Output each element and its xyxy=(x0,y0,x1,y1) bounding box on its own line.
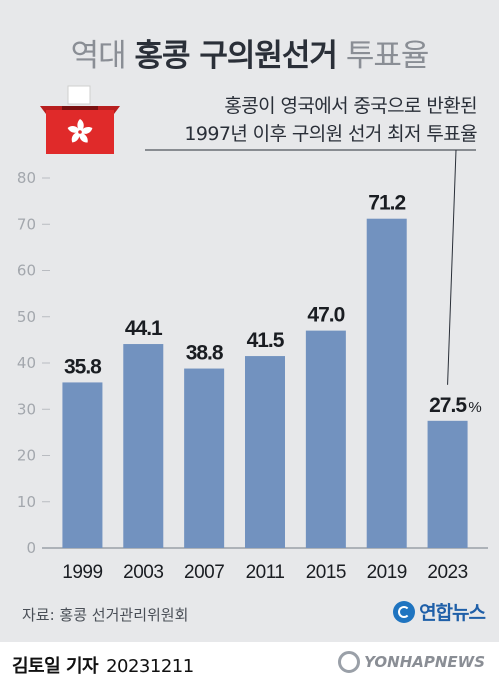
y-tick-label: 0 xyxy=(26,539,36,557)
category-label-2019: 2019 xyxy=(367,562,407,583)
value-label-2023: 27.5 xyxy=(429,394,467,417)
value-label-2007: 38.8 xyxy=(186,342,224,365)
bar-1999 xyxy=(62,382,103,548)
chart-card: 역대 홍콩 구의원선거 투표율 홍콩이 영국에서 중국으로 반환된 xyxy=(0,0,499,642)
chart-title: 역대 홍콩 구의원선거 투표율 xyxy=(0,30,499,75)
bar-2023 xyxy=(427,420,468,548)
y-tick-label: 50 xyxy=(17,308,36,326)
bar-chart: 0 10 20 30 40 50 60 70 80 35.8 1999 44.1 2003 38.8 200… xyxy=(17,149,488,583)
watermark-icon xyxy=(338,651,361,673)
byline: 김토일 기자 20231211 xyxy=(12,652,194,678)
value-label-1999: 35.8 xyxy=(64,355,102,378)
bar-2003 xyxy=(123,344,164,548)
source-note: 자료: 홍콩 선거관리위원회 xyxy=(22,606,189,624)
bar-2007 xyxy=(184,368,225,548)
unit-label: % xyxy=(468,399,481,416)
y-tick-label: 20 xyxy=(17,447,36,465)
bar-2011 xyxy=(245,356,285,548)
y-tick-label: 30 xyxy=(17,400,36,418)
watermark-text: YONHAPNEWS xyxy=(364,653,485,671)
annotation-line-1: 홍콩이 영국에서 중국으로 반환된 xyxy=(224,95,477,117)
annotation-pointer xyxy=(447,149,457,385)
annotation-line-2: 1997년 이후 구의원 선거 최저 투표율 xyxy=(184,123,477,145)
yonhap-logo-text: 연합뉴스 xyxy=(419,602,486,624)
reporter-name: 김토일 기자 xyxy=(12,656,99,677)
y-tick-label: 70 xyxy=(17,215,36,233)
bar-2015 xyxy=(305,330,346,548)
category-label-1999: 1999 xyxy=(62,562,102,583)
y-tick-label: 40 xyxy=(17,354,36,372)
category-label-2007: 2007 xyxy=(184,562,224,583)
bauhinia-icon xyxy=(67,119,93,143)
publish-date: 20231211 xyxy=(106,656,194,677)
yonhap-logo: 연합뉴스 xyxy=(393,598,486,625)
y-tick-label: 80 xyxy=(17,169,36,187)
category-label-2011: 2011 xyxy=(246,562,285,583)
yonhap-logo-icon xyxy=(393,600,416,623)
category-label-2023: 2023 xyxy=(427,562,467,583)
value-label-2015: 47.0 xyxy=(307,304,344,327)
category-label-2015: 2015 xyxy=(306,562,346,583)
annotation-text: 홍콩이 영국에서 중국으로 반환된 1997년 이후 구의원 선거 최저 투표율 xyxy=(147,92,477,148)
title-suffix: 투표율 xyxy=(345,38,430,74)
value-label-2003: 44.1 xyxy=(125,317,163,340)
y-tick-label: 10 xyxy=(17,493,36,511)
ballot-box-icon xyxy=(40,85,120,154)
value-label-2011: 41.5 xyxy=(247,329,285,352)
watermark: YONHAPNEWS xyxy=(338,651,485,673)
title-prefix: 역대 xyxy=(70,38,127,74)
category-label-2003: 2003 xyxy=(123,562,163,583)
y-tick-label: 60 xyxy=(17,262,36,280)
title-main: 홍콩 구의원선거 xyxy=(134,38,338,74)
value-label-2019: 71.2 xyxy=(368,192,405,215)
bar-2019 xyxy=(366,218,407,548)
